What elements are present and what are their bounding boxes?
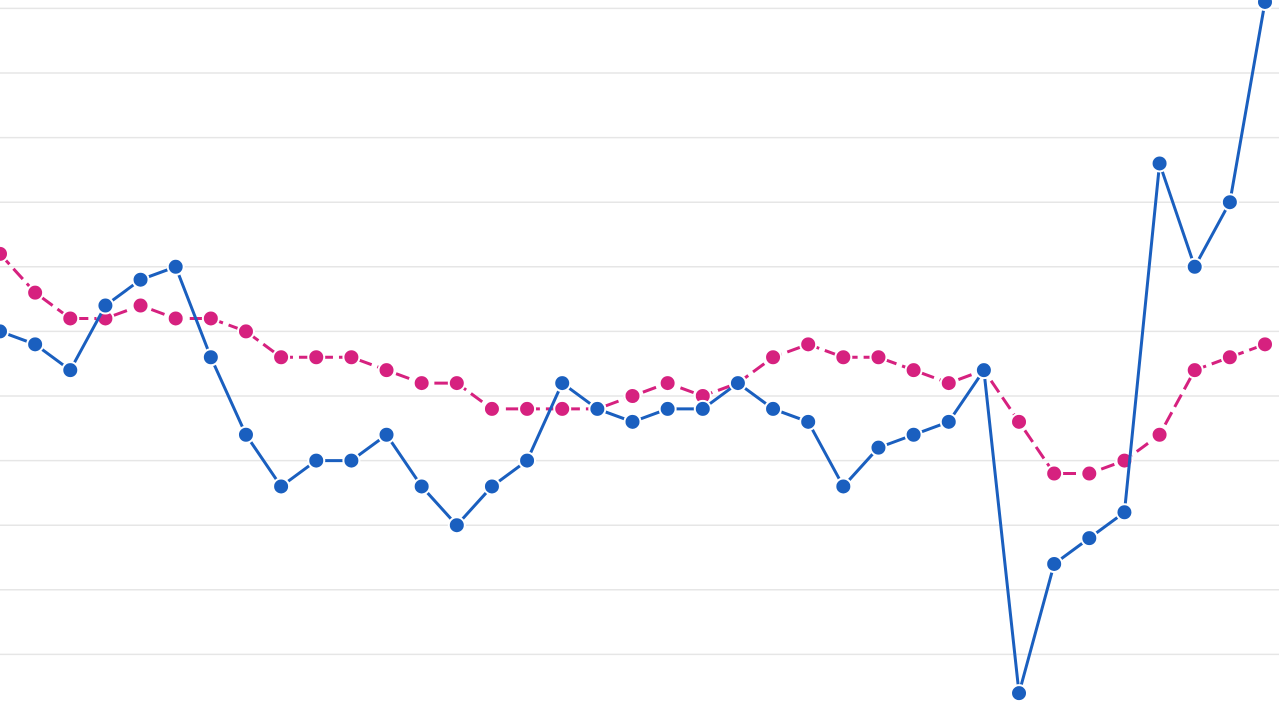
data-point <box>61 361 80 380</box>
data-point <box>0 322 9 341</box>
data-point <box>447 516 466 535</box>
data-point <box>1185 257 1204 276</box>
data-point <box>623 386 642 405</box>
data-point <box>482 477 501 496</box>
data-point <box>131 296 150 315</box>
data-point <box>1080 529 1099 548</box>
data-point <box>1010 684 1029 703</box>
data-point <box>1115 503 1134 522</box>
data-point <box>834 348 853 367</box>
data-point <box>658 399 677 418</box>
data-point <box>623 412 642 431</box>
data-point <box>518 399 537 418</box>
data-point <box>799 412 818 431</box>
data-point <box>166 257 185 276</box>
data-point <box>131 270 150 289</box>
data-point <box>482 399 501 418</box>
data-point <box>974 361 993 380</box>
data-point <box>553 399 572 418</box>
data-point <box>1080 464 1099 483</box>
data-point <box>728 374 747 393</box>
series-line <box>0 252 1266 476</box>
data-point <box>1045 464 1064 483</box>
data-point <box>1185 361 1204 380</box>
data-point <box>0 244 9 263</box>
data-point <box>377 361 396 380</box>
data-point <box>342 348 361 367</box>
data-point <box>588 399 607 418</box>
data-point <box>939 412 958 431</box>
data-point <box>1220 193 1239 212</box>
data-point <box>1256 335 1274 354</box>
data-point <box>307 451 326 470</box>
data-point <box>272 477 291 496</box>
data-point <box>236 425 255 444</box>
data-point <box>447 374 466 393</box>
data-point <box>658 374 677 393</box>
data-point <box>1010 412 1029 431</box>
data-point <box>834 477 853 496</box>
data-point <box>1220 348 1239 367</box>
data-point <box>166 309 185 328</box>
data-point <box>272 348 291 367</box>
data-point <box>342 451 361 470</box>
data-point <box>26 335 45 354</box>
data-point <box>1256 0 1274 11</box>
data-point <box>201 309 220 328</box>
data-point <box>1150 154 1169 173</box>
data-point <box>1045 554 1064 573</box>
data-point <box>377 425 396 444</box>
data-point <box>693 399 712 418</box>
data-point <box>869 348 888 367</box>
data-point <box>904 425 923 444</box>
data-point <box>553 374 572 393</box>
data-point <box>939 374 958 393</box>
data-point <box>307 348 326 367</box>
data-point <box>412 477 431 496</box>
data-point <box>764 399 783 418</box>
data-point <box>61 309 80 328</box>
data-point <box>869 438 888 457</box>
data-point <box>26 283 45 302</box>
data-point <box>236 322 255 341</box>
data-point <box>518 451 537 470</box>
data-point <box>96 296 115 315</box>
data-point <box>201 348 220 367</box>
data-point <box>1150 425 1169 444</box>
data-point <box>412 374 431 393</box>
data-point <box>764 348 783 367</box>
data-point <box>904 361 923 380</box>
data-point <box>799 335 818 354</box>
